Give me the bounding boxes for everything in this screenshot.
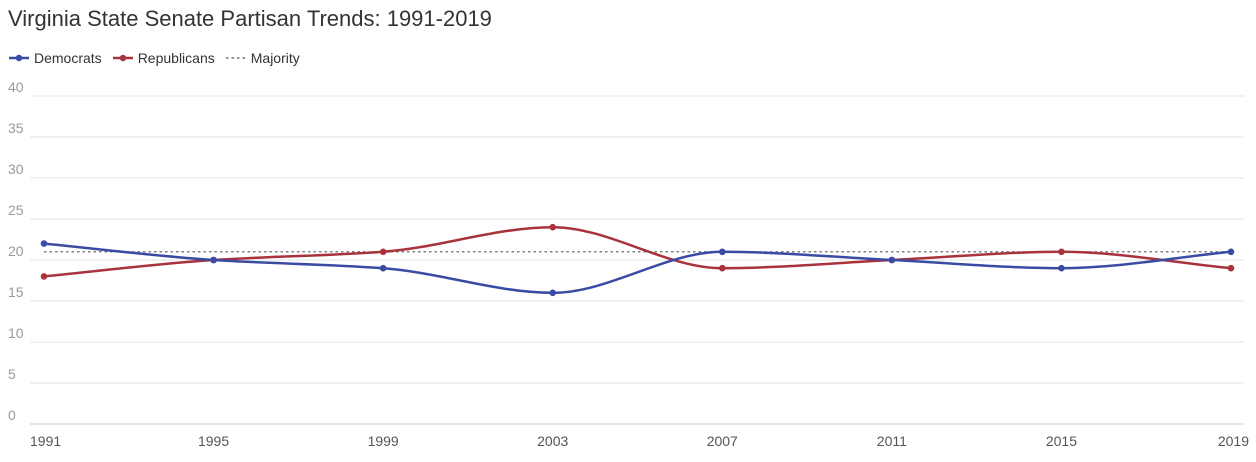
y-tick-label: 20 [8,243,24,259]
republicans-point-2003[interactable] [549,223,557,231]
democrats-point-2011[interactable] [888,256,896,264]
legend-label-democrats: Democrats [34,50,102,66]
y-tick-label: 5 [8,366,16,382]
y-tick-label: 10 [8,325,24,341]
y-tick-label: 15 [8,284,24,300]
republicans-point-1999[interactable] [379,248,387,256]
democrats-legend-icon [9,54,29,62]
democrats-point-2007[interactable] [718,248,726,256]
democrats-point-1991[interactable] [40,240,48,247]
legend-label-republicans: Republicans [137,50,215,66]
x-tick-label: 1995 [198,433,229,449]
legend-item-republicans[interactable]: Republicans [112,50,215,66]
x-tick-label: 2003 [537,433,568,449]
legend-item-democrats[interactable]: Democrats [8,50,102,66]
y-tick-label: 40 [8,79,24,95]
y-tick-label: 30 [8,161,24,177]
democrats-point-1999[interactable] [379,264,387,272]
x-tick-label: 2019 [1218,433,1249,449]
republicans-legend-icon [112,54,133,62]
democrats-series-line [42,242,1233,295]
x-tick-label: 2011 [877,433,907,449]
democrats-point-2003[interactable] [549,289,557,297]
legend-label-majority: Majority [250,50,300,66]
x-tick-label: 1999 [368,433,399,449]
y-tick-label: 35 [8,120,24,136]
democrats-point-2019[interactable] [1227,248,1235,256]
y-tick-label: 0 [8,407,16,423]
y-tick-label: 25 [8,202,24,218]
republicans-point-2007[interactable] [718,264,726,272]
x-tick-label: 2015 [1046,433,1077,449]
republicans-point-2019[interactable] [1227,264,1235,272]
republicans-series-line [42,225,1233,278]
majority-legend-icon [225,57,246,59]
x-tick-label: 1991 [30,433,61,449]
republicans-point-1991[interactable] [40,273,48,280]
x-tick-label: 2007 [707,433,738,449]
chart-legend: Democrats Republicans Majority [8,48,310,68]
democrats-point-1995[interactable] [210,256,217,264]
democrats-point-2015[interactable] [1058,264,1065,272]
republicans-point-2015[interactable] [1058,248,1065,256]
legend-item-majority[interactable]: Majority [225,50,300,66]
chart-title: Virginia State Senate Partisan Trends: 1… [8,6,492,31]
